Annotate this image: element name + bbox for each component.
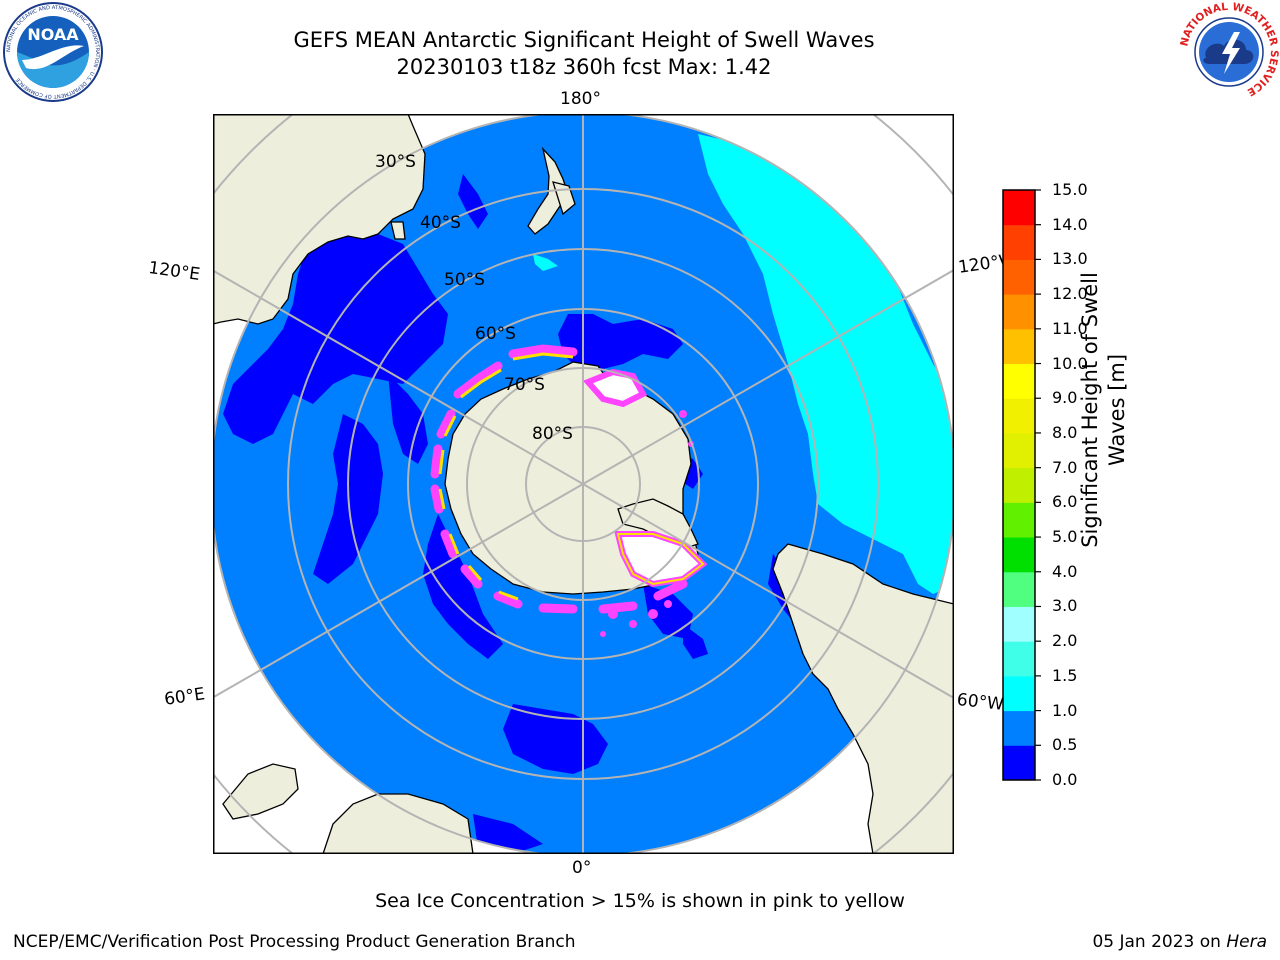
colorbar-label-line1: Significant Height of Swell: [1078, 272, 1102, 548]
lon-label-180: 180°: [560, 89, 601, 109]
colorbar-tick-label: 5.0: [1052, 527, 1078, 547]
credit-line: NCEP/EMC/Verification Post Processing Pr…: [13, 932, 576, 952]
colorbar-tick-label: 0.5: [1052, 735, 1078, 755]
colorbar-bin: [1003, 432, 1035, 469]
colorbar-tick-label: 4.0: [1052, 561, 1078, 581]
lon-label-60w: 60°W: [955, 690, 1004, 715]
date-text: 05 Jan 2023 on: [1092, 932, 1227, 952]
colorbar: [1002, 189, 1041, 781]
colorbar-bin: [1003, 259, 1035, 295]
colorbar-frame: [1002, 189, 1036, 781]
colorbar-tick-label: 0.0: [1052, 770, 1078, 789]
colorbar-bin: [1003, 190, 1035, 226]
colorbar-bin: [1003, 675, 1035, 712]
lat-label-80s: 80°S: [532, 424, 573, 444]
chart-subtitle: 20230103 t18z 360h fcst Max: 1.42: [396, 55, 772, 79]
polar-map: [213, 114, 954, 854]
lon-label-0: 0°: [572, 858, 592, 878]
colorbar-bin: [1003, 710, 1035, 746]
colorbar-tick-label: 9.0: [1052, 388, 1078, 408]
colorbar-bin: [1003, 745, 1035, 781]
colorbar-tick-label: 14.0: [1052, 214, 1088, 234]
lat-label-30s: 30°S: [375, 152, 416, 172]
land-australia: [213, 114, 426, 325]
graticule: [213, 114, 954, 854]
colorbar-tick-label: 10.0: [1052, 353, 1088, 373]
colorbar-tick-label: 3.0: [1052, 596, 1078, 616]
lon-label-120e: 120°E: [147, 258, 202, 286]
sea-ice-note: Sea Ice Concentration > 15% is shown in …: [375, 890, 905, 912]
colorbar-tick-label: 13.0: [1052, 249, 1088, 269]
colorbar-bin: [1003, 606, 1035, 642]
colorbar-bin: [1003, 502, 1035, 538]
noaa-logo-text: NOAA: [27, 25, 79, 44]
lat-label-50s: 50°S: [444, 270, 485, 290]
colorbar-bin: [1003, 467, 1035, 503]
noaa-logo: NOAA NATIONAL OCEANIC AND ATMOSPHERIC AD…: [3, 2, 103, 102]
lat-label-70s: 70°S: [504, 375, 545, 395]
land-south-america: [772, 543, 954, 854]
colorbar-bin: [1003, 294, 1035, 330]
colorbar-tick-label: 2.0: [1052, 631, 1078, 651]
colorbar-tick-label: 1.5: [1052, 665, 1078, 685]
colorbar-tick-label: 11.0: [1052, 318, 1088, 338]
machine-name: Hera: [1226, 932, 1267, 952]
colorbar-tick-label: 1.0: [1052, 700, 1078, 720]
colorbar-bin: [1003, 363, 1035, 399]
colorbar-bin: [1003, 328, 1035, 365]
chart-title: GEFS MEAN Antarctic Significant Height o…: [293, 28, 875, 52]
lat-label-60s: 60°S: [475, 324, 516, 344]
land-madagascar: [222, 763, 299, 820]
colorbar-tick-label: 12.0: [1052, 284, 1088, 304]
map-frame: [213, 114, 954, 854]
swell-region-cyan: [698, 134, 954, 594]
colorbar-tick-label: 7.0: [1052, 457, 1078, 477]
colorbar-bin: [1003, 571, 1035, 607]
colorbar-bin: [1003, 641, 1035, 677]
lon-label-60e: 60°E: [163, 684, 207, 710]
colorbar-bin: [1003, 224, 1035, 260]
colorbar-bin: [1003, 537, 1035, 573]
colorbar-bin: [1003, 398, 1035, 434]
nws-logo: NATIONAL WEATHER SERVICE: [1178, 2, 1280, 100]
sea-ice: [430, 344, 708, 637]
colorbar-tick-label: 6.0: [1052, 492, 1078, 512]
land-africa: [322, 793, 474, 854]
colorbar-tick-label: 8.0: [1052, 422, 1078, 442]
lat-label-40s: 40°S: [420, 213, 461, 233]
colorbar-label-line2: Waves [m]: [1105, 353, 1129, 467]
colorbar-tick-label: 15.0: [1052, 180, 1088, 199]
date-line: 05 Jan 2023 on Hera: [1092, 932, 1267, 952]
